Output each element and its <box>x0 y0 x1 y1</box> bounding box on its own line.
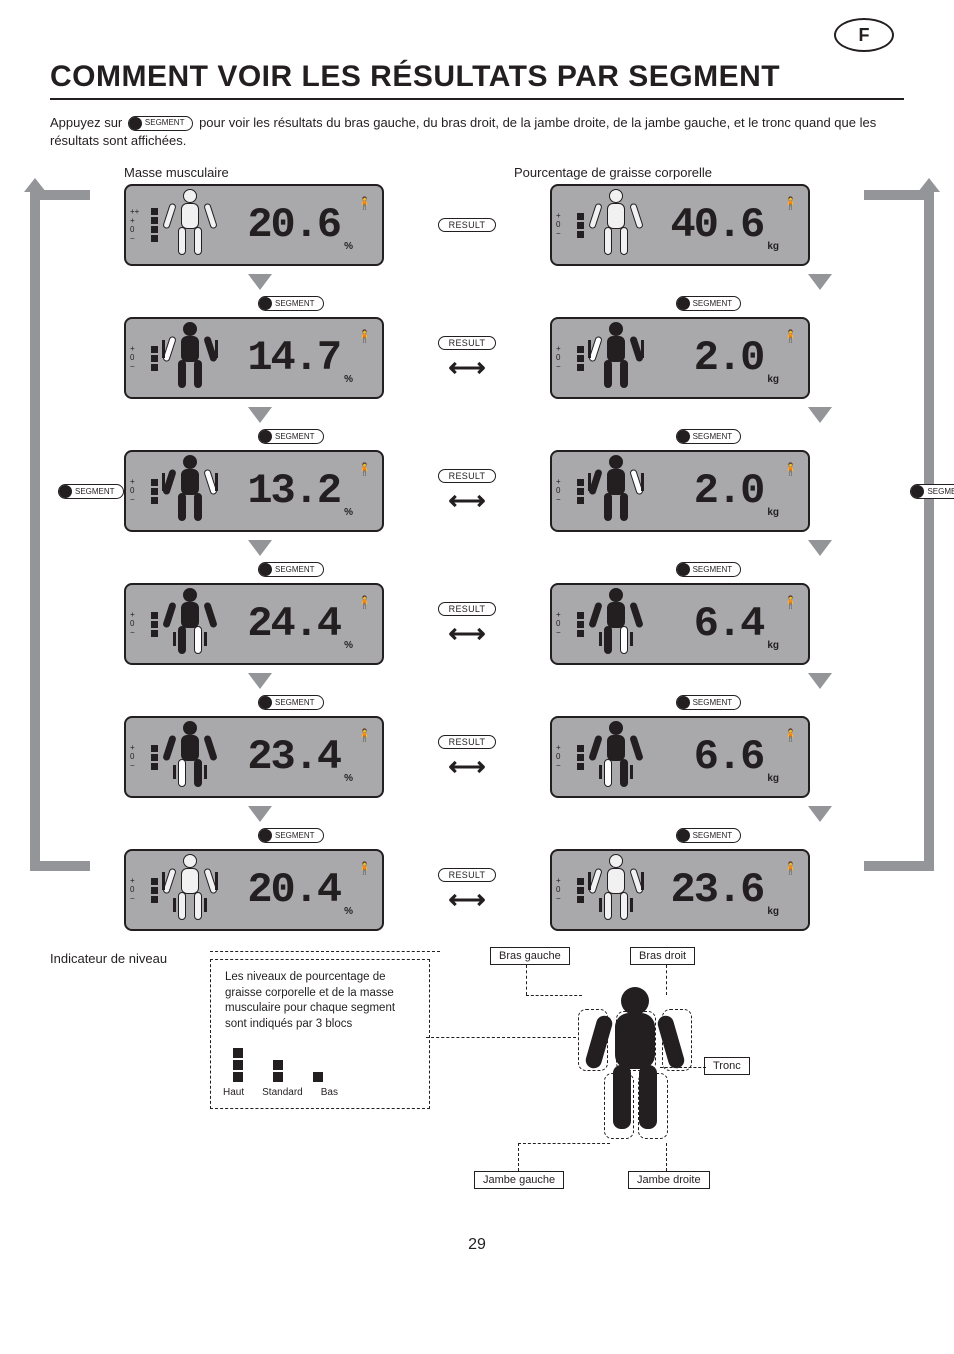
lcd-left: ++ + 0 − 20.6 % 🧍 <box>124 184 384 266</box>
loop-h-bl <box>30 861 90 871</box>
person-icon: 🧍 <box>357 196 372 210</box>
seg-row: SEGMENT SEGMENT <box>258 296 900 311</box>
language-badge: F <box>834 18 894 52</box>
intro-text: Appuyez sur SEGMENT pour voir les résult… <box>50 114 904 149</box>
value-left: 20.6 <box>222 204 340 246</box>
value-left: 14.7 <box>222 337 340 379</box>
result-row: +0− 23.4 %🧍 RESULT⟷ +0− 6.6 kg🧍 <box>124 716 900 798</box>
segment-pill: SEGMENT <box>258 296 324 311</box>
unit-left: % <box>344 241 353 252</box>
result-row: SEGMENT +0− 13.2 %🧍 RESULT⟷ +0− 2.0 kg🧍 … <box>124 450 900 532</box>
lcd-left: +0− 14.7 %🧍 <box>124 317 384 399</box>
col-right-header: Pourcentage de graisse corporelle <box>514 165 712 180</box>
level-standard: Standard <box>262 1086 303 1100</box>
dash-trunk <box>616 1011 656 1071</box>
title-rule <box>50 98 904 100</box>
body-map: Bras gauche Bras droit Tronc Jambe gauch… <box>470 947 800 1207</box>
result-row: +0− 14.7 %🧍 RESULT ⟷ +0− 2.0 kg🧍 <box>124 317 900 399</box>
result-pill: RESULT <box>438 336 497 350</box>
side-segment-right: SEGMENT <box>910 484 954 499</box>
value-left: 13.2 <box>222 470 340 512</box>
level-explanation-box: Les niveaux de pourcentage de graisse co… <box>210 959 430 1109</box>
label-bras-gauche: Bras gauche <box>490 947 570 965</box>
value-right: 2.0 <box>648 470 763 512</box>
loop-arrow-left <box>30 190 40 861</box>
segment-button-label: SEGMENT <box>145 118 185 129</box>
silhouette-icon <box>162 189 218 261</box>
value-right: 23.6 <box>648 869 763 911</box>
language-letter: F <box>859 25 870 46</box>
level-explanation-text: Les niveaux de pourcentage de graisse co… <box>225 970 415 1032</box>
results-grid: ++ + 0 − 20.6 % 🧍 RESULT + 0 − 40.6 kg 🧍 <box>60 184 900 931</box>
silhouette-icon <box>588 189 644 261</box>
level-indicator: ++ + 0 − <box>130 207 158 243</box>
level-bars <box>233 1048 415 1082</box>
intro-prefix: Appuyez sur <box>50 115 122 130</box>
dash-arm-l <box>578 1009 608 1071</box>
value-right: 40.6 <box>648 204 763 246</box>
dash-leg-l <box>604 1073 634 1139</box>
tri-row <box>180 272 900 294</box>
value-left: 24.4 <box>222 603 340 645</box>
label-bras-droit: Bras droit <box>630 947 695 965</box>
result-row: +0− 20.4 %🧍 RESULT⟷ +0− 23.6 kg🧍 <box>124 849 900 931</box>
value-right: 6.4 <box>648 603 763 645</box>
column-headers: Masse musculaire Pourcentage de graisse … <box>124 165 904 180</box>
result-row: +0− 24.4 %🧍 RESULT⟷ +0− 6.4 kg🧍 <box>124 583 900 665</box>
label-tronc: Tronc <box>704 1057 750 1075</box>
loop-h-tl <box>30 190 90 200</box>
value-right: 2.0 <box>648 337 763 379</box>
person-icon: 🧍 <box>783 196 798 210</box>
col-left-header: Masse musculaire <box>124 165 514 180</box>
value-left: 23.4 <box>222 736 340 778</box>
dash-leg-r <box>638 1073 668 1139</box>
segment-button-inline: SEGMENT <box>128 116 194 131</box>
loop-arrow-right <box>924 190 934 861</box>
value-right: 6.6 <box>648 736 763 778</box>
dash-lead <box>210 951 440 952</box>
label-jambe-gauche: Jambe gauche <box>474 1171 564 1189</box>
center-col: RESULT <box>402 218 532 232</box>
level-bas: Bas <box>321 1086 338 1100</box>
segment-pill: SEGMENT <box>676 296 742 311</box>
page-number: 29 <box>50 1236 904 1254</box>
value-left: 20.4 <box>222 869 340 911</box>
result-pill: RESULT <box>438 218 497 232</box>
double-arrow-icon: ⟷ <box>448 354 485 380</box>
unit-right: kg <box>767 241 779 252</box>
lcd-right: + 0 − 40.6 kg 🧍 <box>550 184 810 266</box>
page-title: COMMENT VOIR LES RÉSULTATS PAR SEGMENT <box>50 60 904 94</box>
bottom-section: Indicateur de niveau Les niveaux de pour… <box>50 951 904 1254</box>
lcd-right: +0− 2.0 kg🧍 <box>550 317 810 399</box>
result-row: ++ + 0 − 20.6 % 🧍 RESULT + 0 − 40.6 kg 🧍 <box>124 184 900 266</box>
level-haut: Haut <box>223 1086 244 1100</box>
dash-arm-r <box>662 1009 692 1071</box>
level-indicator: + 0 − <box>556 212 584 239</box>
side-segment-left: SEGMENT <box>58 484 124 499</box>
